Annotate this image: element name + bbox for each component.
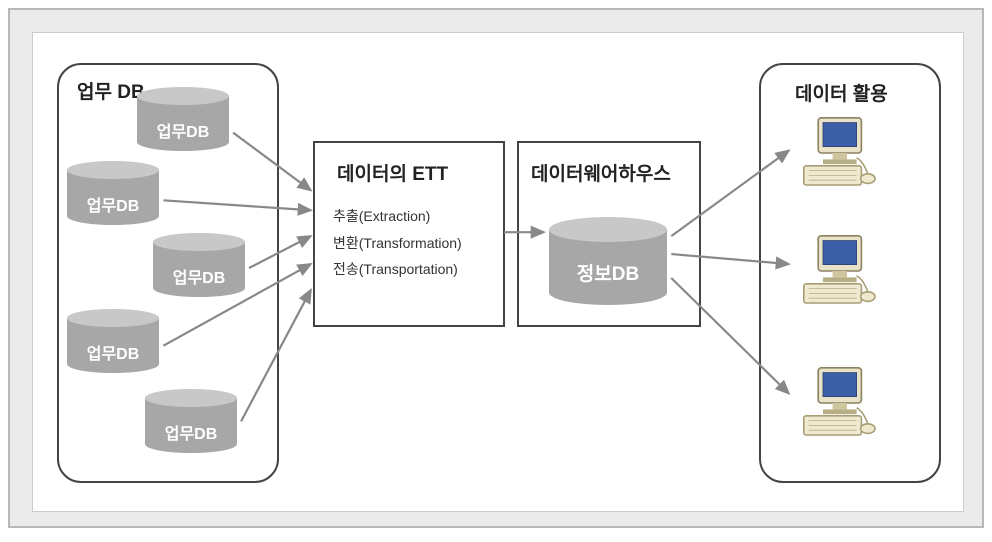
database-icon: 업무DB (67, 309, 159, 373)
database-label: 정보DB (549, 259, 667, 286)
diagram-canvas: 업무 DB 데이터의 ETT 추출(Extraction)변환(Transfor… (33, 33, 963, 511)
database-label: 업무DB (67, 192, 159, 216)
computer-icon (799, 113, 879, 193)
ett-item: 변환(Transformation) (333, 230, 462, 257)
database-icon: 업무DB (145, 389, 237, 453)
outer-frame: 업무 DB 데이터의 ETT 추출(Extraction)변환(Transfor… (8, 8, 984, 528)
computer-icon (799, 231, 879, 311)
database-label: 업무DB (67, 340, 159, 364)
database-label: 업무DB (145, 420, 237, 444)
ett-item: 추출(Extraction) (333, 203, 462, 230)
database-icon: 업무DB (67, 161, 159, 225)
database-icon: 업무DB (137, 87, 229, 151)
source-db-title: 업무 DB (77, 77, 145, 104)
computer-icon (799, 363, 879, 443)
ett-item: 전송(Transportation) (333, 256, 462, 283)
database-label: 업무DB (137, 118, 229, 142)
ett-title: 데이터의 ETT (337, 159, 448, 186)
database-label: 업무DB (153, 264, 245, 288)
datawarehouse-title: 데이터웨어하우스 (531, 159, 671, 186)
database-icon: 정보DB (549, 217, 667, 305)
database-icon: 업무DB (153, 233, 245, 297)
inner-frame: 업무 DB 데이터의 ETT 추출(Extraction)변환(Transfor… (32, 32, 964, 512)
data-usage-title: 데이터 활용 (795, 79, 888, 106)
ett-items: 추출(Extraction)변환(Transformation)전송(Trans… (333, 203, 462, 283)
